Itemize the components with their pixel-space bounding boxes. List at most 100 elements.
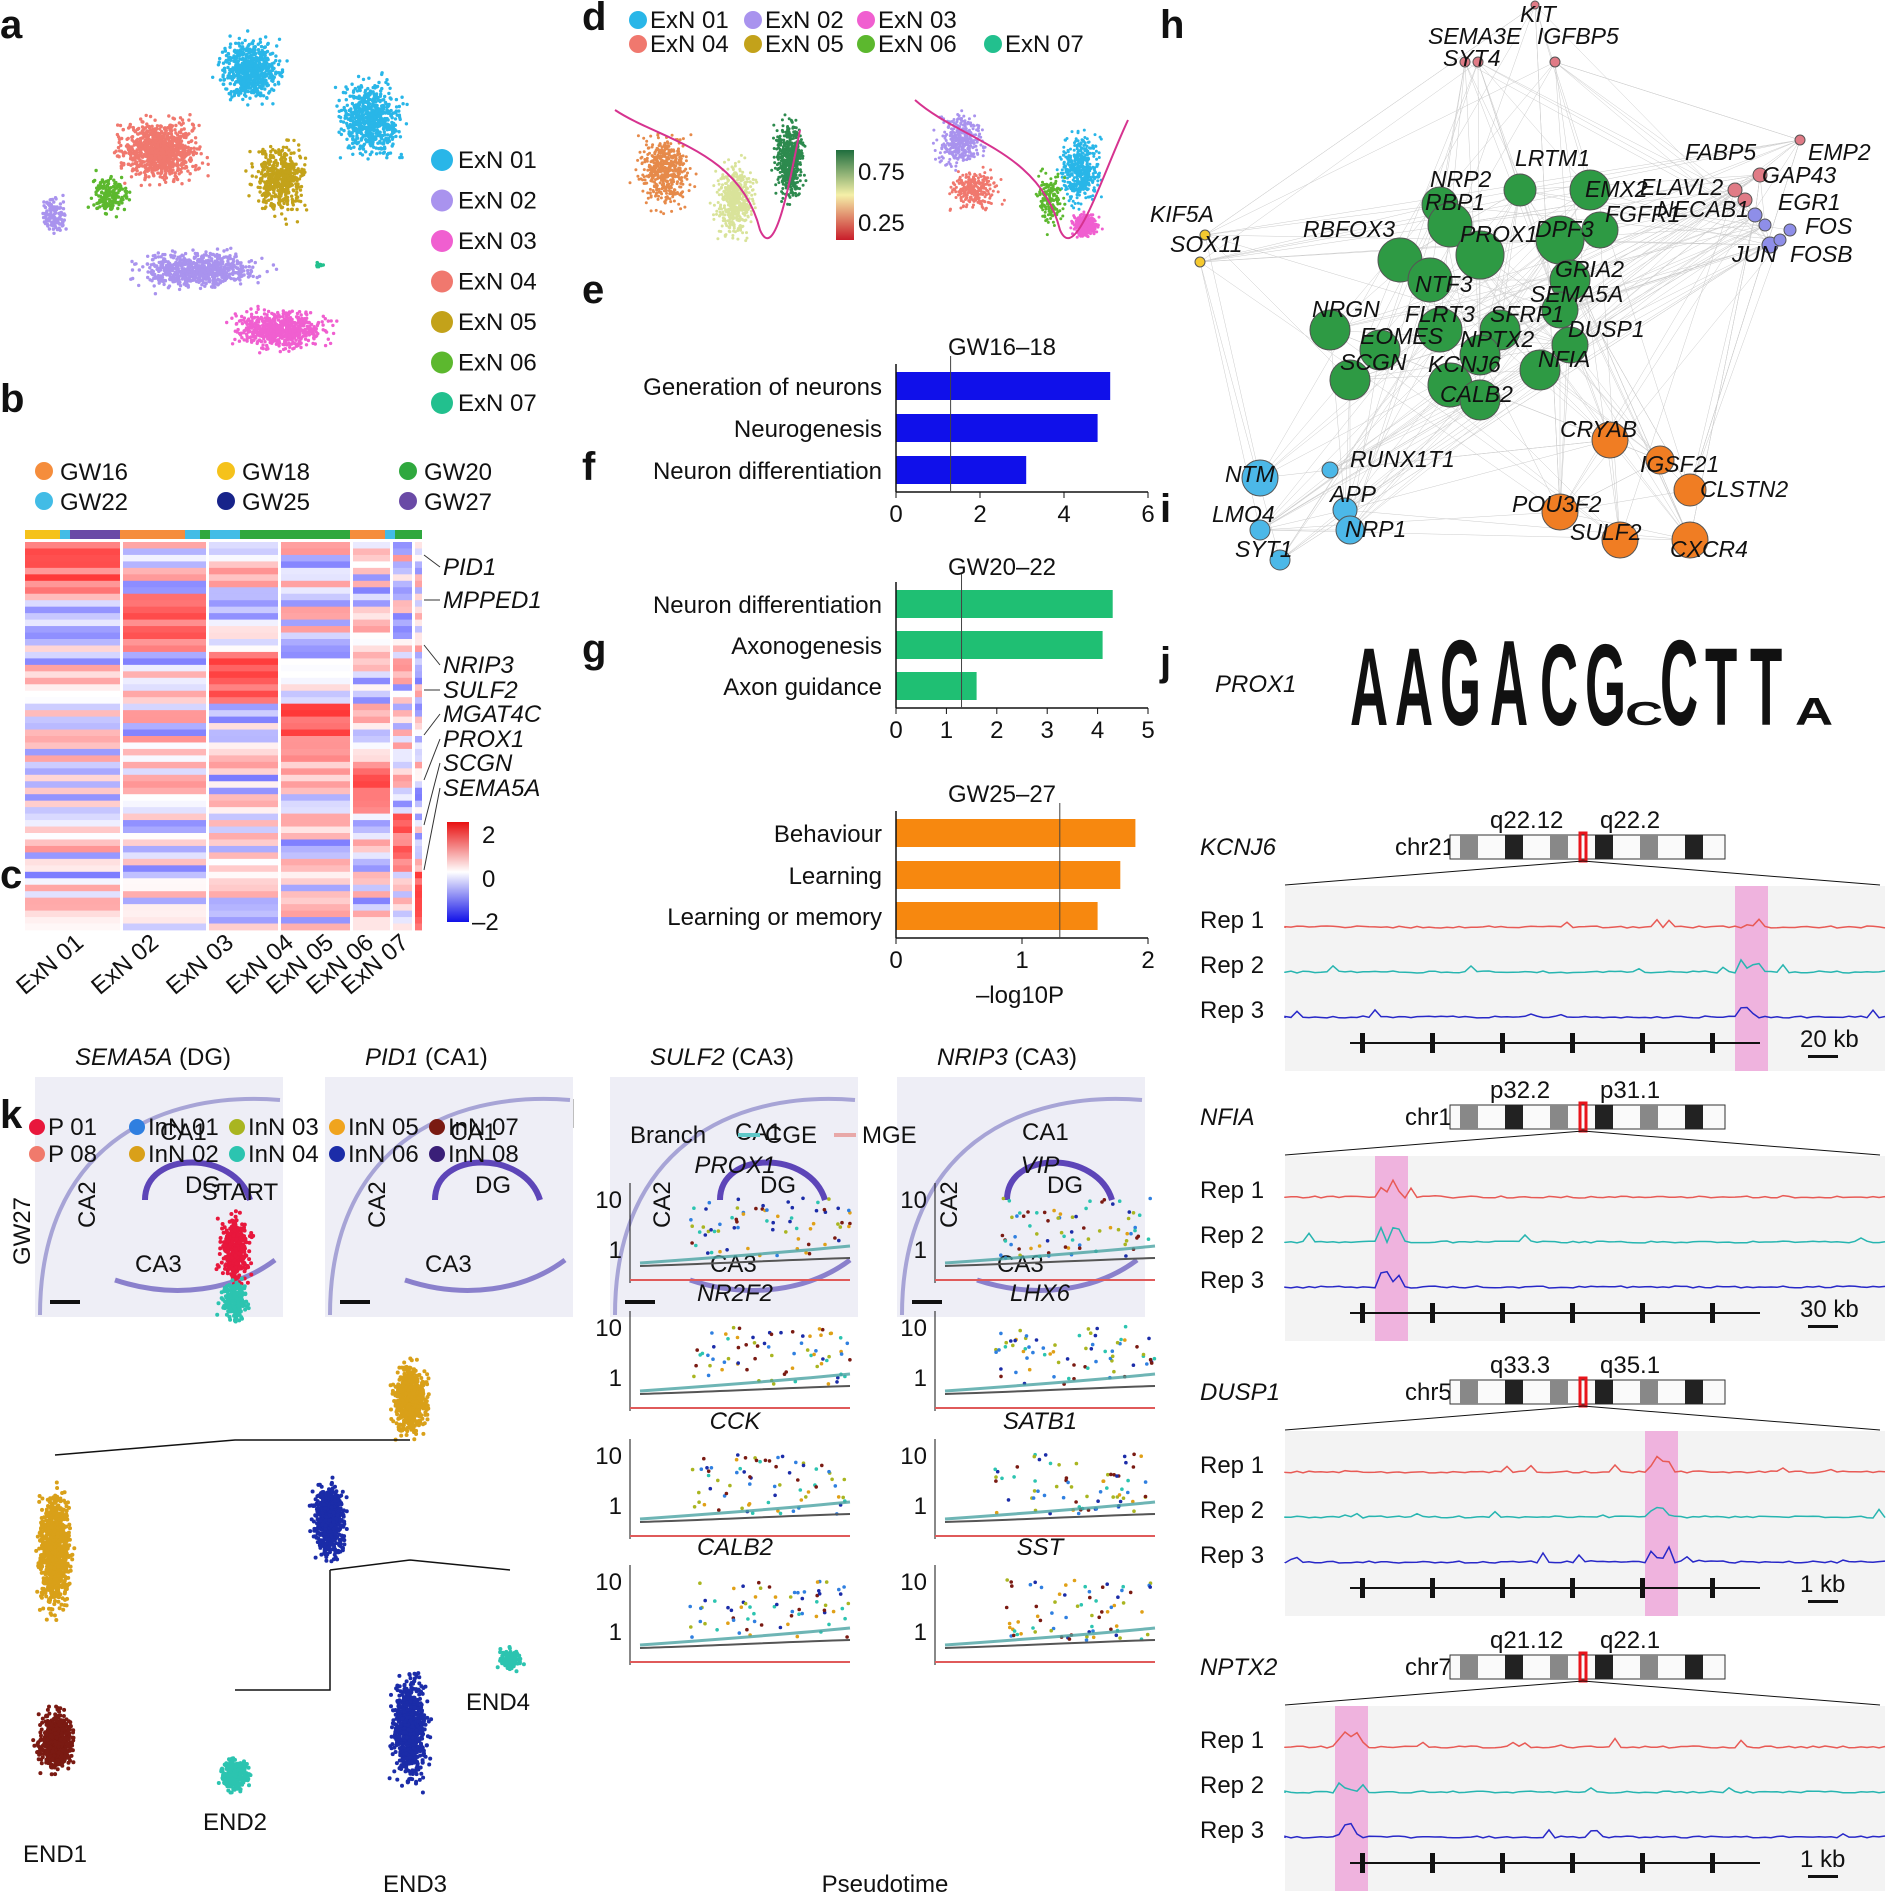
tsne-cluster (129, 246, 279, 296)
age-bar-segment (350, 530, 385, 539)
dot (256, 304, 260, 309)
heatmap-cell (123, 632, 206, 640)
dot (158, 127, 162, 131)
dot (392, 124, 396, 128)
dot (163, 132, 167, 136)
dot (100, 196, 104, 200)
dot (294, 322, 298, 326)
heatmap-cell (281, 626, 350, 633)
dot (175, 157, 179, 161)
heatmap-cell (393, 755, 412, 763)
dot (286, 320, 291, 325)
dot (143, 138, 148, 142)
heatmap-cell (25, 613, 120, 620)
dot (343, 91, 348, 95)
dot (156, 171, 160, 175)
dot (163, 252, 167, 257)
dot (367, 76, 371, 80)
heatmap-cell (281, 606, 350, 614)
legend-label-gw27: GW27 (424, 489, 492, 516)
cluster-label-exn01: ExN 01 (11, 929, 89, 1000)
dot (260, 73, 264, 78)
legend-label-gw18: GW18 (242, 459, 310, 486)
dot (107, 197, 112, 201)
dot (283, 340, 287, 344)
dot (238, 282, 243, 286)
dot (280, 212, 284, 216)
dot (277, 191, 281, 196)
in-situ-region: (CA3) (1008, 1044, 1077, 1071)
heatmap-cell (353, 723, 390, 730)
dot (174, 123, 178, 128)
dot (349, 131, 353, 136)
dot (243, 75, 247, 79)
dot (182, 276, 187, 280)
dot (130, 268, 135, 272)
heatmap-cell (209, 736, 278, 743)
heatmap-cell (393, 787, 412, 795)
heatmap-cell (123, 781, 206, 789)
dot (294, 196, 299, 200)
heatmap-cell (123, 768, 206, 776)
dot (206, 270, 211, 274)
dot (138, 150, 142, 154)
dot (229, 246, 233, 250)
dot (170, 135, 175, 139)
dot (242, 273, 246, 277)
dot (266, 329, 270, 333)
heatmap-cell (123, 839, 206, 847)
dot (266, 57, 270, 62)
dot (364, 133, 368, 138)
heatmap-cell (281, 800, 350, 808)
dot (274, 54, 278, 58)
dot (274, 58, 278, 63)
heatmap-cell (415, 664, 422, 672)
heatmap-cell (25, 865, 120, 873)
dot (155, 144, 160, 148)
dot (174, 139, 179, 143)
dot (134, 172, 138, 176)
heatmap-cell (281, 820, 350, 827)
heatmap-cell (209, 606, 278, 614)
legend-label-exn05: ExN 05 (458, 309, 537, 336)
dot (397, 104, 401, 109)
in-situ-gene: SULF2 (650, 1044, 725, 1071)
dot (280, 74, 284, 79)
dot (361, 104, 365, 108)
dot (159, 151, 163, 156)
heatmap-cell (353, 833, 390, 840)
dot (180, 162, 185, 167)
heatmap-cell (209, 567, 278, 575)
dot (306, 331, 311, 335)
dot (267, 175, 271, 179)
heatmap-cell (25, 593, 120, 601)
heatmap-cell (353, 787, 390, 795)
heatmap-cell (415, 606, 422, 614)
in-situ-region: (CA3) (725, 1044, 794, 1071)
dot (290, 317, 294, 322)
dot (354, 112, 359, 116)
dot (275, 169, 280, 173)
dot (146, 146, 150, 150)
dot (369, 117, 374, 121)
heatmap-cell (353, 567, 390, 575)
dot (214, 281, 218, 285)
legend-label-exn06: ExN 06 (458, 350, 537, 377)
dot (181, 121, 185, 125)
dot (129, 155, 133, 160)
dot (139, 183, 143, 188)
scale-bar (50, 1300, 80, 1304)
heatmap-cell (209, 664, 278, 672)
legend-label-gw22: GW22 (60, 489, 128, 516)
dot (156, 251, 160, 255)
heatmap-cell (353, 690, 390, 698)
heatmap-cell (123, 716, 206, 724)
heatmap-cell (123, 820, 206, 827)
heatmap-cell (415, 748, 422, 756)
dot (385, 105, 389, 110)
dot (157, 159, 162, 164)
dot (284, 222, 289, 226)
dot (239, 318, 243, 323)
dot (264, 35, 268, 39)
dot (384, 102, 389, 106)
